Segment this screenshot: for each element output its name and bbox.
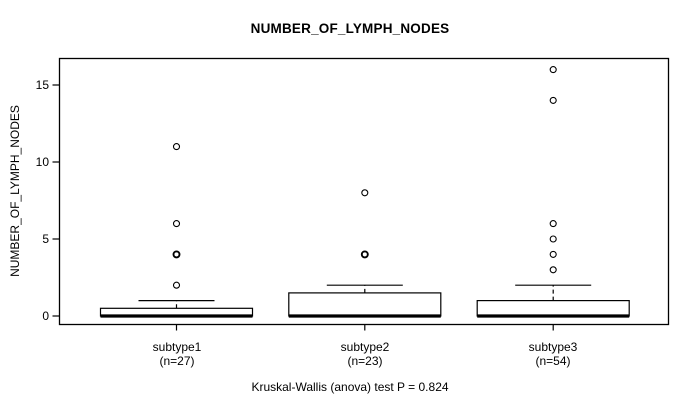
outlier-point <box>172 281 181 289</box>
x-group-label-subtype1: subtype1 (n=27) <box>117 340 237 368</box>
group-count: (n=23) <box>347 354 383 368</box>
group-name: subtype3 <box>528 340 578 354</box>
y-tick-label-15: 15 <box>35 78 49 92</box>
y-tick-label-0: 0 <box>42 309 49 323</box>
outlier-point <box>361 189 369 197</box>
statistical-test-caption: Kruskal-Wallis (anova) test P = 0.824 <box>251 380 449 394</box>
x-group-label-subtype3: subtype3 (n=54) <box>493 340 613 368</box>
plot-frame <box>58 57 670 326</box>
outlier-point <box>172 250 181 259</box>
iqr-box <box>288 292 442 317</box>
outlier-point <box>549 250 557 258</box>
outlier-point <box>549 96 557 104</box>
chart-title: NUMBER_OF_LYMPH_NODES <box>250 21 450 36</box>
group-count: (n=27) <box>159 354 195 368</box>
group-name: subtype1 <box>152 340 202 354</box>
y-tick-label-10: 10 <box>35 155 49 169</box>
outlier-point <box>549 220 557 228</box>
outlier-point <box>549 266 557 274</box>
x-group-label-subtype2: subtype2 (n=23) <box>305 340 425 368</box>
outlier-point <box>549 235 557 243</box>
outlier-point <box>360 250 369 259</box>
outlier-point <box>549 66 557 74</box>
outlier-point <box>172 143 181 151</box>
group-name: subtype2 <box>340 340 390 354</box>
group-count: (n=54) <box>535 354 571 368</box>
y-tick-label-5: 5 <box>42 232 49 246</box>
outlier-point <box>172 220 181 228</box>
iqr-box <box>476 300 630 317</box>
